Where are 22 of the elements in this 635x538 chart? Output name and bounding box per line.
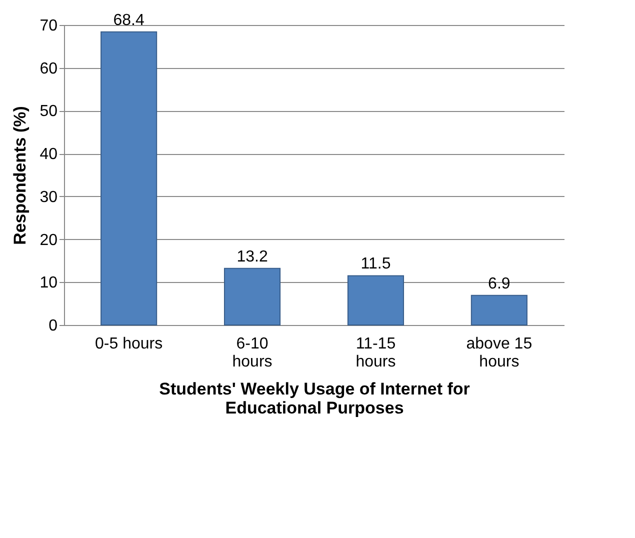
data-label: 11.5 bbox=[360, 256, 391, 273]
data-label: 68.4 bbox=[113, 12, 144, 29]
x-axis-title: Students' Weekly Usage of Internet for Educational Purposes bbox=[159, 380, 470, 418]
y-tick-label: 40 bbox=[40, 146, 58, 164]
y-tick-label: 10 bbox=[40, 274, 58, 292]
y-tick-label: 20 bbox=[40, 232, 58, 249]
y-tick-label: 70 bbox=[40, 18, 58, 34]
y-tick-label: 60 bbox=[40, 60, 58, 78]
y-tick-label: 30 bbox=[40, 188, 58, 206]
data-label: 13.2 bbox=[236, 248, 268, 266]
y-axis-title: Respondents (%) bbox=[10, 106, 30, 245]
y-tick-label: 50 bbox=[40, 103, 58, 120]
bar bbox=[470, 294, 528, 326]
y-tick-label: 0 bbox=[48, 318, 58, 334]
x-tick-label: above 15 hours bbox=[466, 336, 532, 370]
x-tick-label: 6-10 hours bbox=[232, 336, 272, 370]
x-tick-label: 0-5 hours bbox=[95, 336, 163, 352]
bar bbox=[100, 31, 158, 326]
data-label: 6.9 bbox=[488, 275, 510, 292]
bar bbox=[347, 275, 404, 326]
x-tick-label: 11-15 hours bbox=[356, 336, 396, 370]
bar bbox=[224, 268, 281, 326]
